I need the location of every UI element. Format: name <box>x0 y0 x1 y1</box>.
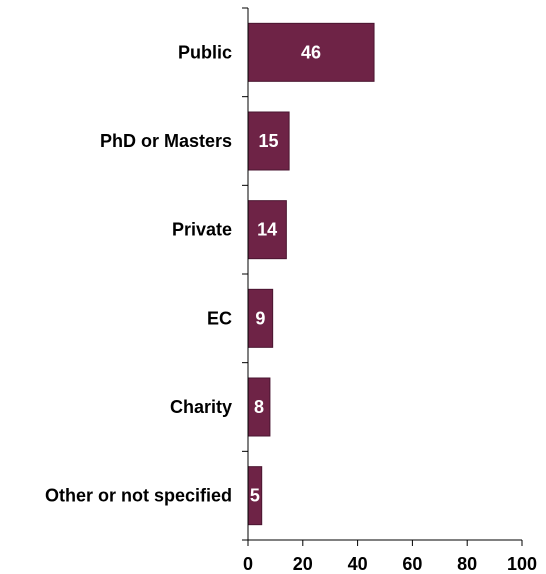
x-tick-label: 20 <box>293 554 313 574</box>
data-label: 5 <box>250 486 260 506</box>
data-label: 14 <box>257 220 277 240</box>
data-label: 46 <box>301 42 321 62</box>
x-tick-label: 80 <box>457 554 477 574</box>
axes-layer <box>247 8 522 541</box>
category-label: Other or not specified <box>45 486 232 506</box>
category-label: Charity <box>170 397 232 417</box>
bar-ec <box>247 288 274 348</box>
x-tick-label: 40 <box>348 554 368 574</box>
category-label: PhD or Masters <box>100 131 232 151</box>
x-tick-label: 0 <box>243 554 253 574</box>
labels-layer: Public 46 PhD or Masters 15 Private 14 EC 9 Char… <box>45 7 537 574</box>
category-label: Private <box>172 220 232 240</box>
bar-private <box>247 200 287 260</box>
category-label: EC <box>207 308 232 328</box>
data-label: 8 <box>254 397 264 417</box>
category-label: Public <box>178 42 232 62</box>
x-tick-label: 100 <box>507 554 537 574</box>
bars-layer <box>247 22 375 526</box>
x-tick-label: 60 <box>402 554 422 574</box>
data-label: 15 <box>259 131 279 151</box>
bar-public <box>247 22 375 82</box>
data-label: 9 <box>255 308 265 328</box>
bar-phd-or-masters <box>247 111 290 171</box>
